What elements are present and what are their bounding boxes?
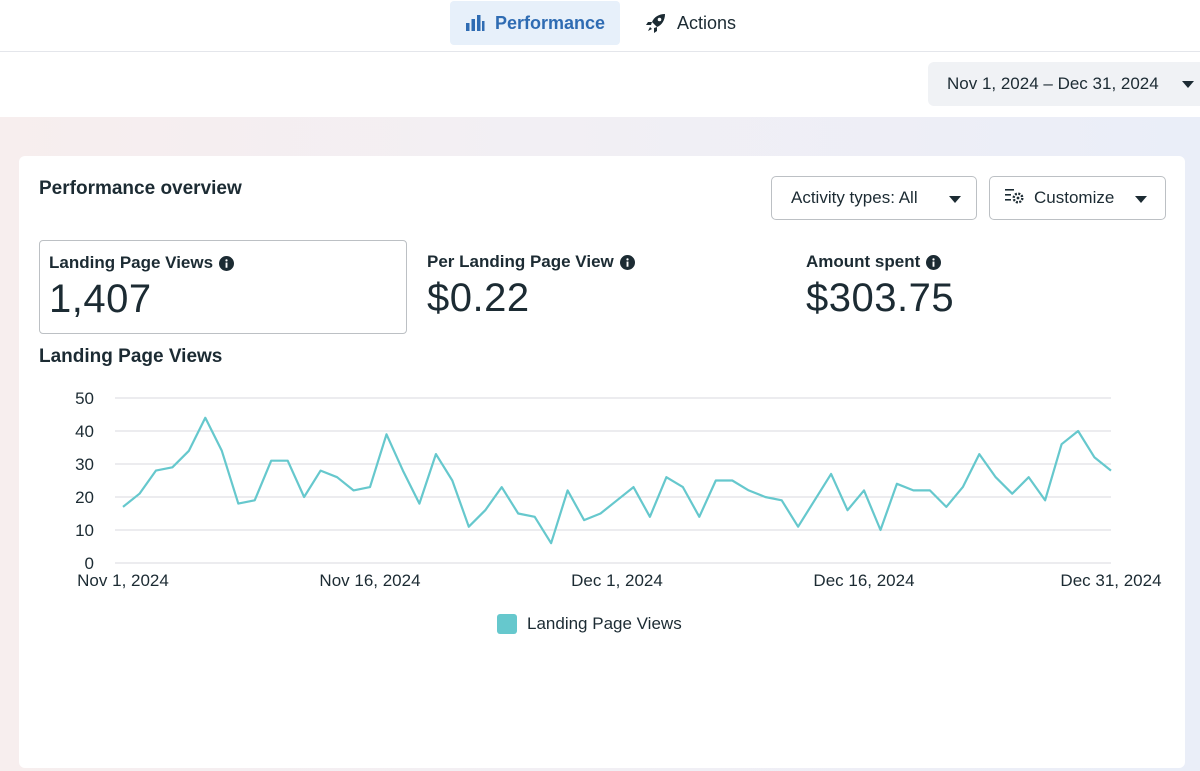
info-icon[interactable]: [926, 254, 942, 270]
date-range-picker[interactable]: Nov 1, 2024 – Dec 31, 2024: [928, 62, 1200, 106]
y-tick-label: 40: [75, 422, 94, 441]
metric-label: Per Landing Page View: [427, 252, 614, 271]
legend-label: Landing Page Views: [527, 614, 682, 633]
chart-legend: Landing Page Views: [497, 614, 682, 634]
tab-actions[interactable]: Actions: [630, 1, 751, 45]
y-tick-label: 20: [75, 488, 94, 507]
caret-down-icon: [1135, 196, 1147, 203]
line-chart: 0 10 20 30 40 50 Nov 1, 2024 Nov 16, 2024 Dec 1,…: [75, 389, 1161, 590]
tab-performance-label: Performance: [495, 12, 606, 33]
card-title: Performance overview: [39, 178, 242, 199]
date-range-label: Nov 1, 2024 – Dec 31, 2024: [947, 74, 1159, 93]
metric-amount-spent[interactable]: Amount spent $303.75: [797, 240, 1165, 334]
tab-actions-label: Actions: [677, 12, 737, 33]
metric-value: 1,407: [49, 277, 152, 321]
x-tick-label: Dec 16, 2024: [813, 571, 914, 590]
y-tick-label: 30: [75, 455, 94, 474]
y-tick-label: 50: [75, 389, 94, 408]
y-tick-label: 0: [85, 554, 94, 573]
info-icon[interactable]: [219, 255, 235, 271]
x-tick-label: Nov 1, 2024: [77, 571, 169, 590]
x-tick-label: Dec 31, 2024: [1060, 571, 1161, 590]
x-tick-label: Nov 16, 2024: [319, 571, 420, 590]
series-line: [122, 416, 1112, 545]
customize-settings-icon: [1005, 188, 1025, 209]
info-icon[interactable]: [619, 254, 635, 270]
metric-landing-page-views[interactable]: Landing Page Views 1,407: [39, 240, 407, 334]
metric-label: Amount spent: [806, 252, 921, 271]
metric-per-landing-page-view[interactable]: Per Landing Page View $0.22: [418, 240, 786, 334]
metric-value: $0.22: [427, 276, 530, 320]
top-navigation: Performance Actions: [0, 0, 1200, 52]
customize-label: Customize: [1034, 188, 1115, 207]
customize-button[interactable]: Customize: [989, 176, 1166, 220]
activity-types-label: Activity types: All: [791, 188, 918, 207]
metric-value: $303.75: [806, 276, 955, 320]
tab-performance[interactable]: Performance: [450, 1, 620, 45]
legend-swatch: [497, 614, 517, 634]
y-tick-label: 10: [75, 521, 94, 540]
caret-down-icon: [1182, 81, 1194, 88]
x-tick-label: Dec 1, 2024: [571, 571, 663, 590]
bar-chart-icon: [465, 14, 485, 32]
activity-types-dropdown[interactable]: Activity types: All: [771, 176, 977, 220]
metric-label: Landing Page Views: [49, 253, 214, 272]
chart-title: Landing Page Views: [39, 346, 223, 367]
performance-overview-card: Performance overview Activity types: All…: [19, 156, 1185, 768]
rocket-icon: [645, 12, 667, 34]
caret-down-icon: [949, 196, 961, 203]
